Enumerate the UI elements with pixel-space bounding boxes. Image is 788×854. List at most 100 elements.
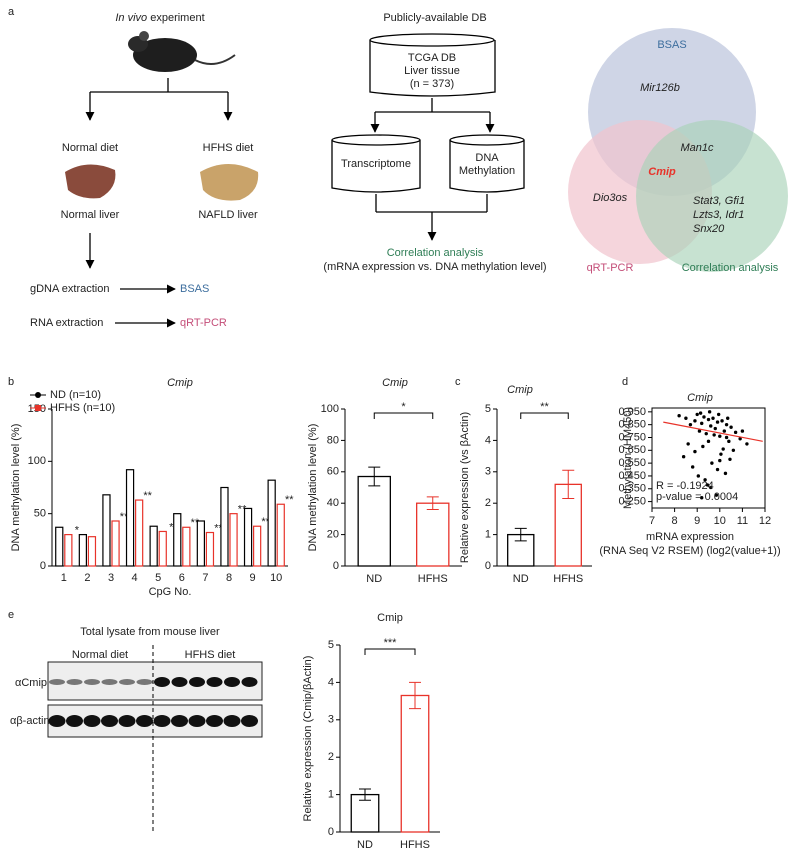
x-tick-label: 10 <box>714 515 726 527</box>
point <box>703 478 707 482</box>
point <box>715 420 720 424</box>
blot-band <box>136 679 153 685</box>
point <box>714 493 719 497</box>
x-tick-label: 2 <box>84 572 90 584</box>
x-axis-label: mRNA expression <box>646 531 734 543</box>
bar <box>173 513 182 567</box>
y-tick-label: 100 <box>321 403 339 415</box>
point <box>706 417 711 422</box>
x-tick-label: HFHS <box>553 573 583 585</box>
x-tick-label: 11 <box>737 515 748 527</box>
point <box>720 419 724 423</box>
x-tick-label: 6 <box>179 572 185 584</box>
blot-band <box>241 677 258 687</box>
y-tick-label: 4 <box>485 434 491 446</box>
x-tick-label: 7 <box>202 572 208 584</box>
blot-band <box>66 715 83 727</box>
point <box>727 439 731 444</box>
point <box>719 452 723 456</box>
y-tick-label: 2 <box>485 497 491 509</box>
label: Mir126b <box>640 82 680 94</box>
bar <box>64 533 73 567</box>
y-tick-label: 0.850 <box>618 419 646 431</box>
point <box>693 419 697 423</box>
chart-title: Cmip <box>377 612 403 624</box>
y-tick-label: 0 <box>40 560 46 572</box>
label: DNA <box>475 152 499 164</box>
point <box>702 415 706 419</box>
livers <box>65 164 259 201</box>
blot-band <box>118 715 136 727</box>
point <box>740 429 745 433</box>
bar <box>87 536 97 567</box>
y-tick-label: 0 <box>328 826 334 838</box>
x-tick-label: 9 <box>250 572 256 584</box>
y-tick-label: 40 <box>327 497 339 509</box>
significance: ** <box>120 511 129 523</box>
error-bar <box>368 466 381 487</box>
label: Normal liver <box>61 209 120 221</box>
y-tick-label: 20 <box>327 529 339 541</box>
x-tick-label: 8 <box>672 515 678 527</box>
db-flow <box>331 33 525 241</box>
blot-band <box>49 679 65 685</box>
x-tick-label: 8 <box>226 572 232 584</box>
legend-label: HFHS (n=10) <box>50 402 115 414</box>
bar <box>357 475 391 567</box>
y-axis-label: Relative expression (Cmip/βActin) <box>302 656 314 822</box>
label: αβ-actin <box>10 715 50 727</box>
bar <box>205 531 215 567</box>
mouse-icon <box>128 31 236 72</box>
point <box>688 422 693 427</box>
error-bar <box>409 681 421 710</box>
bar <box>102 494 111 567</box>
point <box>684 416 688 420</box>
bar <box>125 469 135 567</box>
panel-label: b <box>8 376 14 388</box>
significance: ** <box>143 490 152 502</box>
blot-band <box>224 677 240 687</box>
label: HFHS diet <box>185 649 236 661</box>
y-axis-label: Relative expression (vs βActin) <box>459 412 471 563</box>
label: Lzts3, Idr1 <box>693 209 744 221</box>
bar <box>267 479 276 567</box>
significance: * <box>75 525 80 537</box>
y-tick-label: 80 <box>327 434 339 446</box>
label: (n = 373) <box>410 78 454 90</box>
label: Man1c <box>680 142 714 154</box>
point <box>716 412 721 417</box>
blot-band <box>154 677 170 687</box>
label: qRT-PCR <box>180 317 227 329</box>
label: Methylation <box>459 165 515 177</box>
point <box>704 431 708 436</box>
point <box>724 435 729 440</box>
point <box>721 447 725 451</box>
x-tick-label: HFHS <box>400 839 430 851</box>
y-tick-label: 0.750 <box>618 431 646 443</box>
y-tick-label: 100 <box>28 455 46 467</box>
tree-arrows <box>85 78 233 328</box>
chart-title: Cmip <box>507 384 533 396</box>
bar <box>78 533 87 567</box>
legend-marker <box>35 405 41 411</box>
panel-label: d <box>622 376 628 388</box>
bar <box>276 503 285 567</box>
blot-band <box>171 715 188 727</box>
axes <box>51 409 288 567</box>
significance: * <box>169 521 174 533</box>
y-tick-label: 0.950 <box>618 406 646 418</box>
significance: * <box>401 401 406 413</box>
significance: ** <box>238 504 247 516</box>
label: gDNA extraction <box>30 283 109 295</box>
point <box>709 485 713 490</box>
x-tick-label: 7 <box>649 515 655 527</box>
annotation: R = -0.1924 <box>656 480 714 492</box>
legend-marker <box>35 392 41 398</box>
plot-frame <box>651 407 766 509</box>
section-title: In vivo experiment <box>115 12 204 24</box>
blot-band <box>83 715 101 727</box>
section-title: Publicly-available DB <box>383 12 486 24</box>
point <box>698 411 703 415</box>
point <box>693 449 697 454</box>
blot-band <box>119 679 135 685</box>
